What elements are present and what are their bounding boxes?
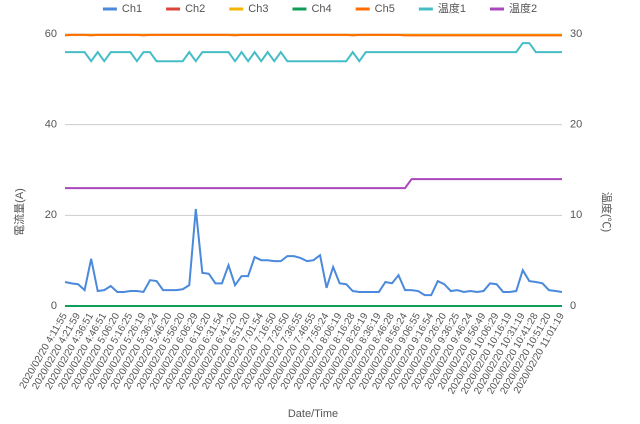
legend-label: Ch4 [311,3,331,15]
y2-tick-label: 10 [570,209,582,221]
legend-label: Ch1 [122,3,142,15]
x-axis-title: Date/Time [288,408,338,420]
legend-label: Ch2 [185,3,205,15]
y2-axis-title: 温度(℃) [600,192,614,232]
y2-tick-label: 0 [570,300,576,312]
series-line [64,208,563,297]
y-tick-label: 60 [45,28,57,40]
legend-label: Ch3 [248,3,268,15]
legend-label: Ch5 [375,3,395,15]
y-tick-label: 40 [45,119,57,131]
y-axis-title: 電流量(A) [12,188,26,236]
legend-label: 温度1 [438,1,466,15]
y2-tick-label: 20 [570,119,582,131]
legend-label: 温度2 [509,1,537,15]
y-tick-label: 20 [45,209,57,221]
series-line [65,42,562,63]
y-tick-label: 0 [51,300,57,312]
y2-tick-label: 30 [570,28,582,40]
series-line [65,178,562,190]
